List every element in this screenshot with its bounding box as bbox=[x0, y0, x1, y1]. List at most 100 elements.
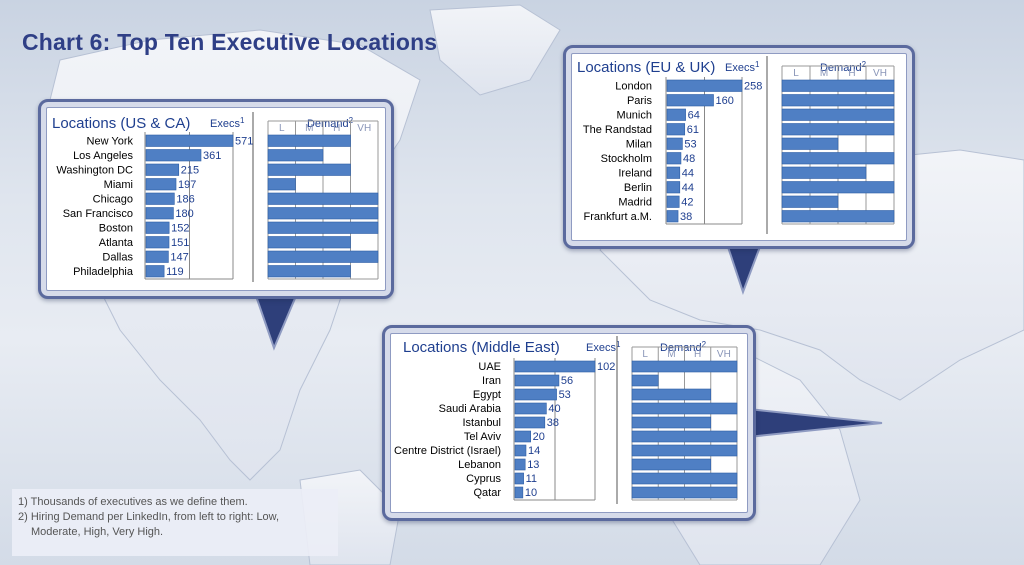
demand-bar bbox=[631, 416, 712, 429]
category-label: Munich bbox=[617, 110, 652, 122]
execs-value-label: 147 bbox=[170, 252, 188, 264]
demand-bar bbox=[631, 388, 712, 401]
execs-value-label: 53 bbox=[559, 389, 571, 401]
demand-bar bbox=[267, 236, 351, 249]
us-chart-svg: Locations (US & CA) Execs1 Demand2 L M H VH New… bbox=[52, 112, 379, 282]
execs-bar bbox=[514, 416, 546, 429]
execs-footnote-ref: 1 bbox=[755, 60, 760, 69]
demand-bar bbox=[781, 195, 839, 208]
demand-bar bbox=[631, 458, 712, 471]
execs-bar bbox=[514, 458, 526, 471]
execs-bar bbox=[666, 108, 686, 121]
category-label: The Randstad bbox=[583, 124, 652, 136]
category-label: Istanbul bbox=[462, 417, 501, 429]
category-label: Los Angeles bbox=[73, 150, 133, 162]
demand-bar bbox=[781, 79, 895, 92]
execs-value-label: 180 bbox=[175, 208, 193, 220]
execs-value-label: 44 bbox=[682, 168, 694, 180]
execs-value-label: 40 bbox=[548, 403, 560, 415]
execs-bar bbox=[145, 149, 202, 162]
category-label: Atlanta bbox=[99, 237, 134, 249]
demand-bar bbox=[267, 221, 379, 234]
demand-tick-label: VH bbox=[873, 68, 887, 79]
execs-bar bbox=[666, 79, 743, 92]
category-label: Ireland bbox=[618, 168, 652, 180]
demand-bar bbox=[781, 123, 895, 136]
execs-bar bbox=[145, 192, 175, 205]
execs-bar bbox=[145, 178, 177, 191]
execs-bar bbox=[145, 236, 170, 249]
me-chart: Locations (Middle East) Execs1 Demand2 L M H V… bbox=[391, 336, 743, 504]
category-label: Iran bbox=[482, 375, 501, 387]
us-panel-pointer bbox=[254, 295, 298, 351]
demand-bar bbox=[267, 178, 296, 191]
execs-footnote-ref: 1 bbox=[240, 116, 245, 125]
execs-bar bbox=[666, 123, 686, 136]
demand-bar bbox=[631, 430, 738, 443]
execs-value-label: 48 bbox=[683, 153, 695, 165]
execs-value-label: 361 bbox=[203, 150, 221, 162]
demand-tick-label: L bbox=[793, 68, 799, 79]
demand-tick-label: H bbox=[848, 68, 855, 79]
execs-bar bbox=[145, 221, 170, 234]
execs-value-label: 10 bbox=[525, 487, 537, 499]
execs-bar bbox=[514, 444, 527, 457]
demand-bar bbox=[267, 207, 379, 220]
demand-bar bbox=[631, 374, 659, 387]
category-label: Washington DC bbox=[56, 165, 133, 177]
execs-header: Execs1 bbox=[725, 60, 760, 74]
demand-tick-label: M bbox=[667, 349, 675, 360]
demand-tick-label: L bbox=[642, 349, 648, 360]
execs-value-label: 42 bbox=[681, 197, 693, 209]
execs-bar bbox=[666, 181, 681, 194]
execs-bar bbox=[666, 94, 714, 107]
execs-footnote-ref: 1 bbox=[616, 340, 621, 349]
page-title: Chart 6: Top Ten Executive Locations bbox=[22, 29, 438, 55]
demand-bar bbox=[267, 192, 379, 205]
category-label: Lebanon bbox=[458, 459, 501, 471]
demand-tick-label: VH bbox=[717, 349, 731, 360]
execs-bar bbox=[145, 265, 165, 278]
category-label: Cyprus bbox=[466, 473, 501, 485]
eu-panel-pointer bbox=[725, 243, 763, 295]
category-label: Milan bbox=[626, 139, 652, 151]
execs-bar bbox=[514, 402, 547, 415]
demand-bar bbox=[781, 94, 895, 107]
demand-bar bbox=[267, 250, 379, 263]
demand-tick-label: M bbox=[305, 123, 313, 134]
category-label: Paris bbox=[627, 95, 653, 107]
footnotes: 1) Thousands of executives as we define … bbox=[12, 489, 338, 556]
category-label: Dallas bbox=[102, 252, 133, 264]
execs-bar bbox=[666, 152, 682, 165]
execs-bar bbox=[514, 486, 524, 499]
execs-value-label: 38 bbox=[680, 211, 692, 223]
execs-value-label: 61 bbox=[687, 124, 699, 136]
greenland-landmass bbox=[429, 4, 561, 96]
category-label: Centre District (Israel) bbox=[394, 445, 501, 457]
demand-tick-label: M bbox=[820, 68, 828, 79]
footnote-2-cont: Moderate, High, Very High. bbox=[31, 526, 164, 538]
demand-footnote-ref: 2 bbox=[702, 340, 707, 349]
execs-bar bbox=[514, 430, 531, 443]
category-label: Boston bbox=[99, 223, 133, 235]
demand-bar bbox=[267, 163, 351, 176]
demand-header: Demand2 bbox=[307, 116, 354, 130]
eu-chart-svg: Locations (EU & UK) Execs1 Demand2 L M H VH Lon… bbox=[577, 56, 895, 234]
demand-bar bbox=[781, 108, 895, 121]
eu-chart: Locations (EU & UK) Execs1 Demand2 L M H VH Lon… bbox=[575, 56, 900, 234]
execs-bar bbox=[666, 195, 680, 208]
demand-tick-label: VH bbox=[357, 123, 371, 134]
execs-value-label: 160 bbox=[716, 95, 734, 107]
demand-bar bbox=[781, 152, 895, 165]
execs-header: Execs1 bbox=[586, 340, 621, 354]
execs-value-label: 258 bbox=[744, 81, 762, 93]
execs-bar bbox=[514, 472, 524, 485]
execs-bar bbox=[514, 388, 557, 401]
chart-title: Locations (Middle East) bbox=[403, 339, 560, 356]
execs-value-label: 53 bbox=[684, 139, 696, 151]
category-label: Miami bbox=[104, 179, 133, 191]
demand-bar bbox=[781, 166, 867, 179]
demand-tick-label: L bbox=[279, 123, 285, 134]
execs-bar bbox=[514, 360, 596, 373]
